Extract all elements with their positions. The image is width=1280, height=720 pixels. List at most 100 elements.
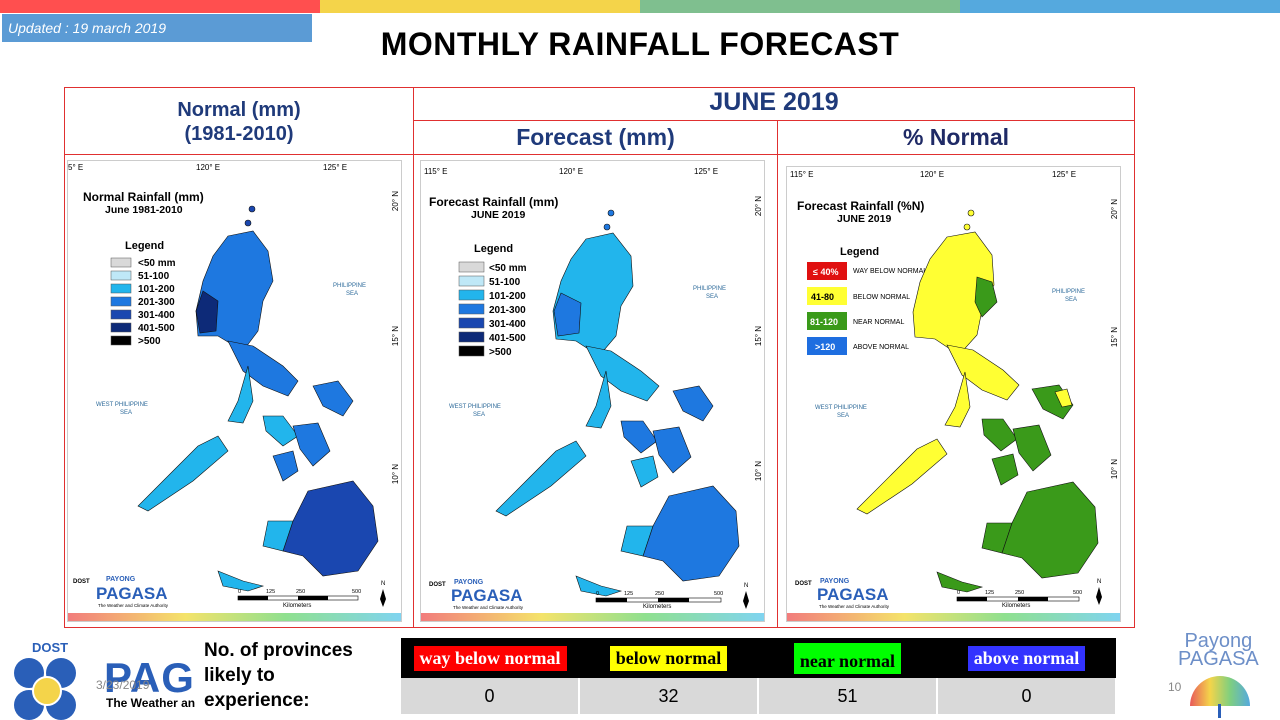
north-arrow-n: N xyxy=(744,583,748,589)
provinces-label-line2: likely to xyxy=(204,665,275,686)
rainbow-strip xyxy=(421,613,764,621)
tagline-mini: The Weather and Climate Authority xyxy=(453,605,524,610)
philippines-landmass xyxy=(137,205,379,592)
legend-item: 101-200 xyxy=(138,284,175,295)
map-title: Normal Rainfall (mm) xyxy=(83,190,204,204)
umbrella-icon xyxy=(1190,676,1250,706)
scale-0: 0 xyxy=(596,591,599,597)
scale-bar xyxy=(237,595,359,601)
sea-label-east-2: SEA xyxy=(1065,297,1077,303)
provinces-label-line1: No. of provinces xyxy=(204,640,353,661)
sea-label-west: WEST PHILIPPINE xyxy=(449,404,501,410)
slide-date: 3/23/2019 xyxy=(96,678,150,692)
category-header-row: way below normal below normal near norma… xyxy=(401,638,1116,678)
legend-swatches xyxy=(458,261,485,357)
km-label: Kilometers xyxy=(1002,603,1030,609)
payong-pagasa-logo: Payong PAGASA xyxy=(1178,631,1259,669)
km-label: Kilometers xyxy=(283,603,311,609)
page-title: MONTHLY RAINFALL FORECAST xyxy=(380,26,900,62)
sea-label-west-2: SEA xyxy=(473,412,485,418)
lat-15-label: 15° N xyxy=(754,326,763,346)
map-subtitle: June 1981-2010 xyxy=(105,204,183,216)
legend-item: 301-400 xyxy=(138,310,175,321)
legend-item: >120 xyxy=(815,342,835,352)
scale-0: 0 xyxy=(957,590,960,596)
legend-item: 51-100 xyxy=(489,277,521,288)
legend-title: Legend xyxy=(125,240,164,252)
north-arrow-n: N xyxy=(1097,579,1101,585)
philippines-landmass xyxy=(856,209,1099,593)
category-cell: below normal xyxy=(579,638,758,678)
legend-item: 401-500 xyxy=(489,333,526,344)
scale-500: 500 xyxy=(1073,590,1082,596)
scale-500: 500 xyxy=(714,591,723,597)
lon-125-label: 125° E xyxy=(1052,170,1076,179)
footer-tagline: The Weather an xyxy=(106,696,196,710)
count-below: 32 xyxy=(579,678,759,714)
pagasa-mini: PAGASA xyxy=(96,584,167,603)
count-near: 51 xyxy=(757,678,938,714)
payong-mini: PAYONG xyxy=(454,579,484,586)
category-above-label: above normal xyxy=(967,645,1086,671)
lon-125-label: 125° E xyxy=(694,167,718,176)
scale-250: 250 xyxy=(1015,590,1024,596)
pagasa-mini: PAGASA xyxy=(817,585,888,604)
legend-swatches xyxy=(110,257,132,346)
pct-map-frame xyxy=(777,154,1135,628)
legend-item: 301-400 xyxy=(489,319,526,330)
pagasa-logo: DOST PAG The Weather an xyxy=(14,640,199,720)
legend-swatches xyxy=(807,262,847,355)
sea-label-east-2: SEA xyxy=(346,291,358,297)
count-above: 0 xyxy=(936,678,1118,714)
scale-125: 125 xyxy=(985,590,994,596)
legend-item: <50 mm xyxy=(489,263,527,274)
lat-20-label: 20° N xyxy=(1110,199,1119,219)
map-title: Forecast Rainfall (mm) xyxy=(429,195,558,209)
rainbow-strip xyxy=(787,613,1120,621)
sea-label-east-2: SEA xyxy=(706,294,718,300)
normal-header-line1: Normal (mm) xyxy=(177,99,301,121)
legend-item: 201-300 xyxy=(489,305,526,316)
lat-20-label: 20° N xyxy=(391,191,400,211)
legend-item: 41-80 xyxy=(811,292,834,302)
provinces-label: No. of provinces likely to experience: xyxy=(204,638,353,713)
sea-label-west: WEST PHILIPPINE xyxy=(96,402,148,408)
rainbow-strip xyxy=(68,613,401,621)
lat-15-label: 15° N xyxy=(1110,327,1119,347)
dost-label: DOST xyxy=(32,640,69,655)
percent-normal-map: 115° E 120° E 125° E 20° N 15° N 10° N F… xyxy=(786,166,1121,622)
legend-item: 101-200 xyxy=(489,291,526,302)
topbar-green xyxy=(640,0,960,13)
count-way-below: 0 xyxy=(401,678,580,714)
dost-mini: DOST xyxy=(795,581,812,587)
tagline-mini: The Weather and Climate Authority xyxy=(819,604,890,609)
philippines-landmass xyxy=(495,209,740,597)
forecast-rainfall-map: 115° E 120° E 125° E 20° N 15° N 10° N F… xyxy=(420,160,765,622)
category-near-label: near normal xyxy=(793,642,902,674)
category-cell: way below normal xyxy=(401,638,579,678)
legend-item: 51-100 xyxy=(138,271,170,282)
legend-desc: BELOW NORMAL xyxy=(853,294,910,301)
legend-title: Legend xyxy=(840,246,879,258)
legend-item: >500 xyxy=(489,347,512,358)
normal-header-line2: (1981-2010) xyxy=(184,123,294,145)
category-way-below-label: way below normal xyxy=(413,645,567,671)
lon-120-label: 120° E xyxy=(920,170,944,179)
map-subtitle: JUNE 2019 xyxy=(471,209,525,221)
lat-20-label: 20° N xyxy=(754,196,763,216)
map-subtitle: JUNE 2019 xyxy=(837,213,891,225)
legend-title: Legend xyxy=(474,243,513,255)
scale-250: 250 xyxy=(296,589,305,595)
lon-115-label: 115° E xyxy=(424,167,448,176)
page-number: 10 xyxy=(1168,680,1182,694)
updated-banner: Updated : 19 march 2019 xyxy=(2,14,312,42)
legend-desc: WAY BELOW NORMAL xyxy=(853,268,927,275)
category-cell: near normal xyxy=(757,638,937,678)
pag-text: PAG xyxy=(104,654,195,701)
category-count-row: 0 32 51 0 xyxy=(401,678,1118,714)
scale-125: 125 xyxy=(624,591,633,597)
category-below-label: below normal xyxy=(609,645,728,671)
north-arrow-icon xyxy=(743,591,749,609)
sea-label-west-2: SEA xyxy=(120,410,132,416)
legend-desc: ABOVE NORMAL xyxy=(853,344,909,351)
